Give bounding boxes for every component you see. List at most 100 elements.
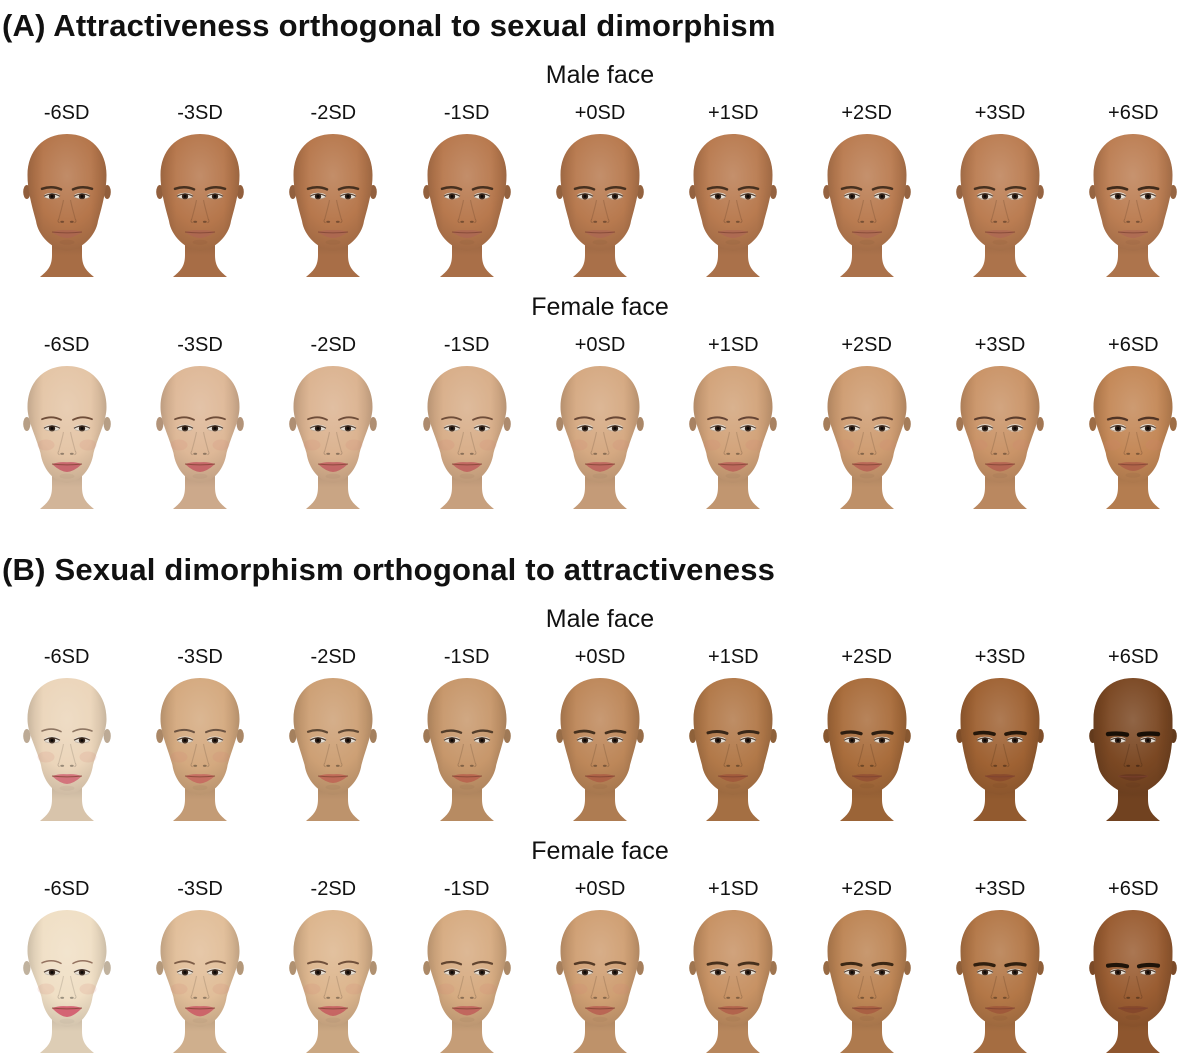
face-cell: -3SD	[133, 334, 266, 509]
face-image	[812, 129, 922, 277]
face-illustration	[556, 910, 644, 1053]
face-illustration	[422, 910, 511, 1053]
sd-label: -2SD	[310, 646, 357, 668]
face-image	[278, 673, 388, 821]
face-illustration	[822, 678, 911, 821]
sd-label: +0SD	[574, 878, 626, 900]
face-image	[545, 673, 655, 821]
face-image	[145, 361, 255, 509]
face-image	[412, 673, 522, 821]
face-cell: +3SD	[933, 102, 1066, 277]
sd-label: +6SD	[1108, 102, 1159, 124]
face-image	[812, 673, 922, 821]
face-illustration	[289, 910, 378, 1053]
face-cell: +1SD	[667, 646, 800, 821]
face-cell: -2SD	[267, 102, 400, 277]
face-cell: -2SD	[267, 646, 400, 821]
face-cell: +3SD	[933, 878, 1066, 1053]
face-cell: -1SD	[400, 878, 533, 1053]
face-image	[545, 129, 655, 277]
face-image	[412, 129, 522, 277]
face-illustration	[22, 678, 111, 821]
sd-label: -1SD	[443, 334, 490, 356]
face-row-section: Female face -6SD -3SD	[0, 292, 1200, 509]
sd-label: +3SD	[974, 646, 1026, 668]
panel-attractiveness: (A) Attractiveness orthogonal to sexual …	[0, 0, 1200, 509]
sd-label: -6SD	[43, 102, 90, 124]
face-cell: +0SD	[533, 878, 666, 1053]
face-cell: +1SD	[667, 334, 800, 509]
sd-label: -6SD	[43, 646, 90, 668]
face-cell: +0SD	[533, 334, 666, 509]
face-illustration	[422, 678, 511, 821]
face-row: -6SD -3SD	[0, 878, 1200, 1053]
panel-b-title: (B) Sexual dimorphism orthogonal to attr…	[2, 552, 776, 587]
sd-label: +3SD	[974, 102, 1026, 124]
sd-label: +2SD	[841, 646, 892, 668]
face-illustration	[822, 910, 911, 1053]
row-header: Female face	[531, 293, 669, 321]
face-illustration	[156, 678, 244, 821]
face-image	[945, 673, 1055, 821]
face-cell: -1SD	[400, 646, 533, 821]
face-illustration	[1089, 134, 1178, 277]
face-row: -6SD -3SD	[0, 646, 1200, 821]
sd-label: +0SD	[574, 646, 626, 668]
face-row-section: Female face -6SD -3SD	[0, 836, 1200, 1053]
sd-label: +1SD	[708, 646, 759, 668]
face-illustration	[422, 366, 511, 509]
face-cell: +6SD	[1067, 646, 1200, 821]
face-illustration	[556, 134, 644, 277]
face-image	[1078, 673, 1188, 821]
face-illustration	[956, 366, 1044, 509]
face-row: -6SD -3SD	[0, 102, 1200, 277]
face-cell: -2SD	[267, 334, 400, 509]
face-illustration	[156, 366, 244, 509]
face-illustration	[956, 910, 1044, 1053]
face-cell: -2SD	[267, 878, 400, 1053]
face-cell: +2SD	[800, 334, 933, 509]
face-image	[945, 129, 1055, 277]
face-cell: -1SD	[400, 334, 533, 509]
face-cell: +3SD	[933, 646, 1066, 821]
sd-label: +1SD	[708, 334, 759, 356]
face-row-section: Male face -6SD -3SD	[0, 604, 1200, 821]
sd-label: -3SD	[177, 334, 223, 356]
face-cell: +1SD	[667, 102, 800, 277]
face-image	[678, 129, 788, 277]
face-image	[1078, 905, 1188, 1053]
face-image	[12, 905, 122, 1053]
face-illustration	[689, 910, 778, 1053]
face-image	[412, 361, 522, 509]
sd-label: -6SD	[43, 878, 90, 900]
face-illustration	[22, 134, 111, 277]
face-image	[678, 361, 788, 509]
face-cell: -6SD	[0, 646, 133, 821]
face-illustration	[1089, 910, 1178, 1053]
face-image	[1078, 129, 1188, 277]
face-cell: +2SD	[800, 102, 933, 277]
face-cell: -6SD	[0, 334, 133, 509]
face-illustration	[1089, 366, 1178, 509]
face-cell: -3SD	[133, 646, 266, 821]
sd-label: +3SD	[974, 334, 1026, 356]
panel-b-rows: Male face -6SD -3SD	[0, 604, 1200, 1053]
sd-label: -6SD	[43, 334, 90, 356]
face-cell: +6SD	[1067, 334, 1200, 509]
face-image	[1078, 361, 1188, 509]
sd-label: -2SD	[310, 334, 357, 356]
sd-label: +0SD	[574, 334, 626, 356]
sd-label: -1SD	[443, 646, 490, 668]
sd-label: +2SD	[841, 102, 892, 124]
face-cell: +3SD	[933, 334, 1066, 509]
sd-label: -1SD	[443, 102, 490, 124]
face-image	[145, 129, 255, 277]
face-image	[12, 129, 122, 277]
face-image	[678, 673, 788, 821]
sd-label: -3SD	[177, 102, 223, 124]
face-image	[12, 361, 122, 509]
face-cell: +2SD	[800, 878, 933, 1053]
sd-label: +0SD	[574, 102, 626, 124]
face-image	[145, 673, 255, 821]
face-illustration	[556, 366, 644, 509]
